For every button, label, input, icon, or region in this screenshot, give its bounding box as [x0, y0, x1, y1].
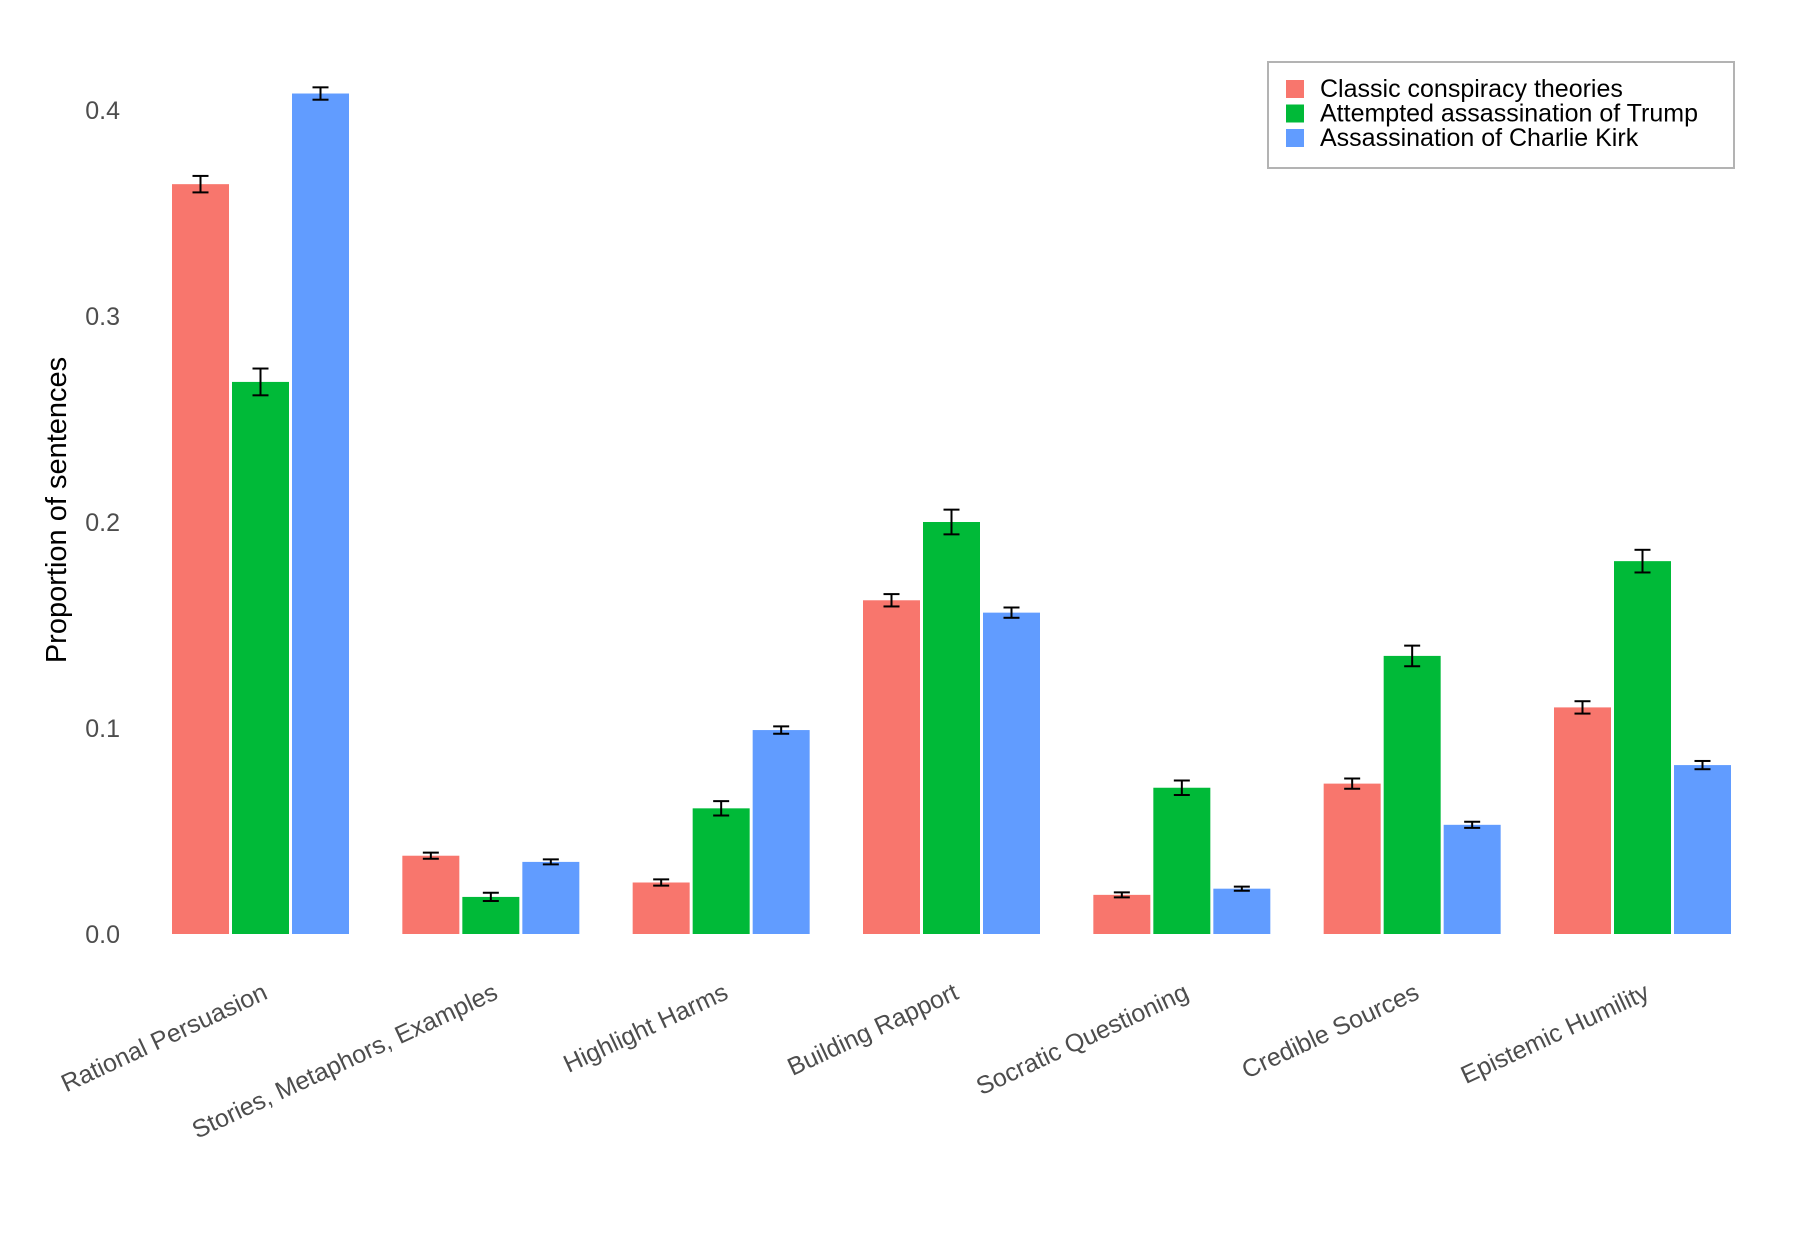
- error-bar: [1464, 820, 1481, 829]
- x-tick-label: Credible Sources: [1238, 978, 1424, 1084]
- bar: [462, 896, 520, 934]
- bar: [1614, 561, 1671, 934]
- legend-swatch: [1286, 129, 1304, 147]
- legend-label: Attempted assassination of Trump: [1320, 100, 1698, 128]
- bar: [983, 612, 1040, 934]
- legend-swatch: [1286, 104, 1304, 123]
- bar: [1323, 783, 1381, 934]
- error-bar: [1404, 644, 1421, 668]
- bar: [402, 855, 460, 934]
- y-tick-label: 0.4: [85, 97, 120, 125]
- bar: [1383, 655, 1441, 934]
- bar: [232, 381, 289, 934]
- error-bar: [1113, 891, 1130, 899]
- error-bar: [1574, 700, 1591, 715]
- legend-label: Classic conspiracy theories: [1320, 75, 1623, 103]
- bars-layer: [172, 93, 1731, 934]
- error-bar: [943, 508, 960, 536]
- error-bar: [1003, 606, 1020, 619]
- error-bar: [1233, 885, 1250, 892]
- legend-label: Assassination of Charlie Kirk: [1320, 124, 1639, 152]
- bar: [692, 808, 750, 934]
- bar: [752, 730, 810, 934]
- y-axis-ticks: 0.0 0.1 0.2 0.3 0.4: [85, 97, 120, 949]
- y-tick-label: 0.3: [85, 303, 120, 331]
- x-tick-label: Highlight Harms: [559, 978, 732, 1079]
- bar: [172, 184, 229, 934]
- bar: [1554, 707, 1611, 934]
- error-bar: [422, 851, 439, 860]
- bar: [522, 861, 580, 934]
- bar: [1093, 894, 1151, 934]
- y-tick-label: 0.1: [85, 715, 120, 743]
- bar: [1213, 888, 1271, 934]
- x-tick-label: Epistemic Humility: [1457, 978, 1654, 1090]
- bar: [1674, 765, 1731, 934]
- x-tick-label: Building Rapport: [783, 978, 962, 1082]
- bar: [863, 600, 920, 934]
- x-tick-label: Socratic Questioning: [972, 978, 1193, 1101]
- error-bar: [883, 593, 900, 608]
- error-bar: [192, 174, 209, 194]
- bar: [923, 522, 980, 934]
- error-bar: [312, 86, 329, 101]
- error-bar: [1694, 759, 1711, 771]
- error-bar: [542, 858, 559, 866]
- error-bar: [653, 878, 670, 887]
- error-bars-layer: [192, 86, 1711, 903]
- bar: [1153, 787, 1211, 934]
- x-tick-label: Rational Persuasion: [57, 978, 272, 1098]
- bar: [292, 93, 349, 934]
- error-bar: [1634, 548, 1651, 574]
- y-tick-label: 0.2: [85, 509, 120, 537]
- legend-box: [1267, 61, 1735, 169]
- y-tick-label: 0.0: [85, 921, 120, 949]
- error-bar: [1173, 779, 1190, 796]
- y-axis-title: Proportion of sentences: [41, 357, 73, 663]
- error-bar: [252, 367, 269, 397]
- error-bar: [1344, 777, 1361, 790]
- error-bar: [773, 725, 790, 735]
- error-bar: [482, 891, 499, 903]
- error-bar: [713, 800, 730, 817]
- bar: [632, 882, 690, 934]
- legend-swatch: [1286, 80, 1304, 98]
- bar: [1443, 824, 1501, 934]
